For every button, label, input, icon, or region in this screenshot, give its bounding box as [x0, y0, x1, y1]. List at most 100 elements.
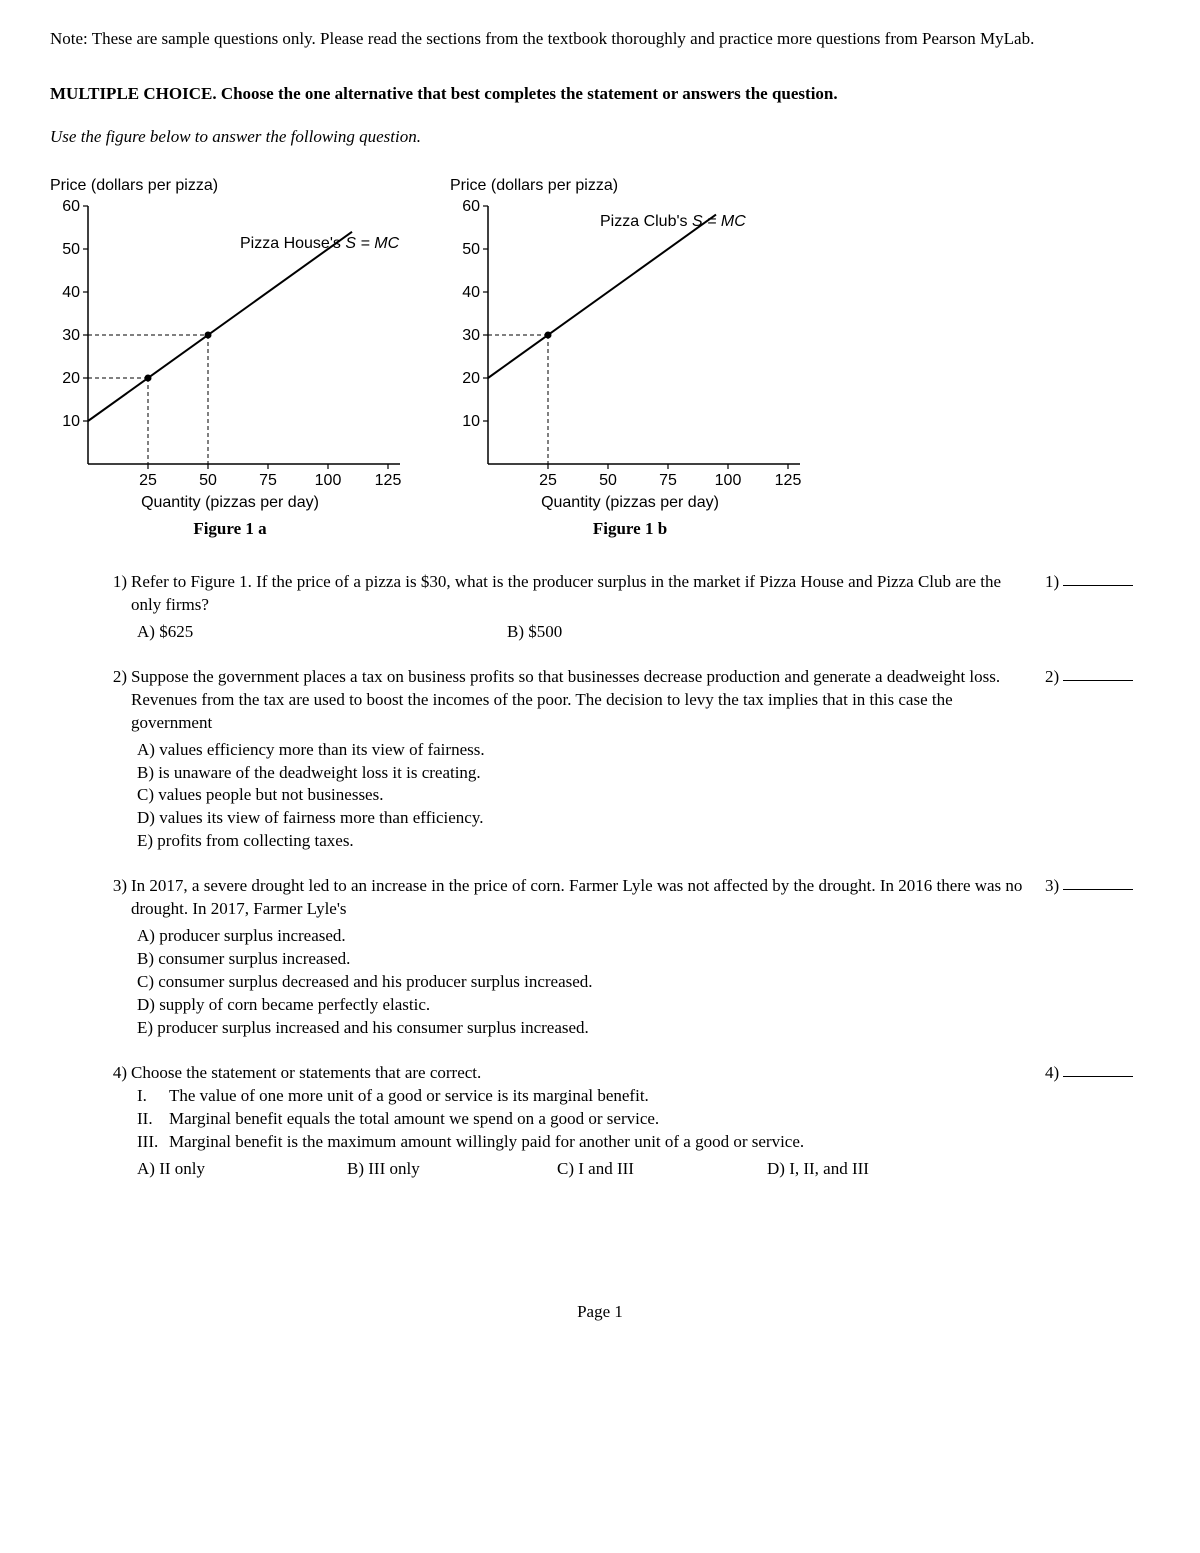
- option: A) II only: [137, 1158, 347, 1181]
- svg-text:Pizza Club's S = MC: Pizza Club's S = MC: [600, 213, 746, 230]
- option: E) producer surplus increased and his co…: [105, 1017, 1025, 1040]
- svg-text:100: 100: [315, 472, 342, 489]
- roman-text: The value of one more unit of a good or …: [169, 1085, 649, 1108]
- question-content: 2)Suppose the government places a tax on…: [50, 666, 1025, 854]
- question-block: 4)Choose the statement or statements tha…: [50, 1062, 1150, 1181]
- option: D) values its view of fairness more than…: [105, 807, 1025, 830]
- question-text: 4)Choose the statement or statements tha…: [105, 1062, 1025, 1085]
- answer-number: 1): [1045, 571, 1059, 594]
- option: B) III only: [347, 1158, 557, 1181]
- chart-b-svg: 102030405060255075100125Pizza Club's S =…: [450, 200, 810, 490]
- question-body: Suppose the government places a tax on b…: [131, 666, 1025, 735]
- svg-text:10: 10: [62, 413, 80, 430]
- option: D) I, II, and III: [767, 1158, 977, 1181]
- instruction-text: Use the figure below to answer the follo…: [50, 126, 1150, 149]
- svg-text:75: 75: [259, 472, 277, 489]
- roman-numeral: II.: [137, 1108, 169, 1131]
- question-text: 2)Suppose the government places a tax on…: [105, 666, 1025, 735]
- chart-a-x-label: Quantity (pizzas per day): [50, 492, 410, 514]
- question-text: 1)Refer to Figure 1. If the price of a p…: [105, 571, 1025, 617]
- svg-text:50: 50: [199, 472, 217, 489]
- answer-blank-line: [1063, 889, 1133, 890]
- answer-number: 3): [1045, 875, 1059, 898]
- roman-item: III.Marginal benefit is the maximum amou…: [137, 1131, 1025, 1154]
- svg-text:40: 40: [62, 284, 80, 301]
- roman-item: II.Marginal benefit equals the total amo…: [137, 1108, 1025, 1131]
- roman-list: I.The value of one more unit of a good o…: [105, 1085, 1025, 1154]
- svg-text:20: 20: [462, 370, 480, 387]
- section-header: MULTIPLE CHOICE. Choose the one alternat…: [50, 83, 1150, 106]
- options: A) II onlyB) III onlyC) I and IIID) I, I…: [105, 1158, 1025, 1181]
- answer-blank-line: [1063, 585, 1133, 586]
- option: D) supply of corn became perfectly elast…: [105, 994, 1025, 1017]
- roman-item: I.The value of one more unit of a good o…: [137, 1085, 1025, 1108]
- svg-text:100: 100: [715, 472, 742, 489]
- svg-text:30: 30: [62, 327, 80, 344]
- answer-slot: 2): [1025, 666, 1165, 854]
- answer-blank-line: [1063, 1076, 1133, 1077]
- answer-number: 4): [1045, 1062, 1059, 1085]
- option: E) profits from collecting taxes.: [105, 830, 1025, 853]
- svg-text:50: 50: [599, 472, 617, 489]
- svg-text:20: 20: [62, 370, 80, 387]
- question-body: Choose the statement or statements that …: [131, 1062, 1025, 1085]
- svg-text:60: 60: [462, 200, 480, 215]
- option: B) $500: [507, 621, 562, 644]
- options: A) producer surplus increased.B) consume…: [105, 925, 1025, 1040]
- svg-text:75: 75: [659, 472, 677, 489]
- question-block: 2)Suppose the government places a tax on…: [50, 666, 1150, 854]
- option: A) values efficiency more than its view …: [105, 739, 1025, 762]
- option: C) consumer surplus decreased and his pr…: [105, 971, 1025, 994]
- question-text: 3)In 2017, a severe drought led to an in…: [105, 875, 1025, 921]
- option-row: A) $625B) $500: [105, 621, 1025, 644]
- chart-b-column: Price (dollars per pizza) 10 20 30 40 50 60 25…: [450, 175, 810, 541]
- svg-text:10: 10: [462, 413, 480, 430]
- chart-b-figure-label: Figure 1 b: [450, 518, 810, 541]
- page: Note: These are sample questions only. P…: [0, 0, 1200, 1383]
- svg-text:125: 125: [375, 472, 402, 489]
- questions-container: 1)Refer to Figure 1. If the price of a p…: [50, 571, 1150, 1181]
- svg-text:30: 30: [462, 327, 480, 344]
- question-content: 4)Choose the statement or statements tha…: [50, 1062, 1025, 1181]
- roman-text: Marginal benefit is the maximum amount w…: [169, 1131, 804, 1154]
- option: B) is unaware of the deadweight loss it …: [105, 762, 1025, 785]
- option: B) consumer surplus increased.: [105, 948, 1025, 971]
- roman-numeral: I.: [137, 1085, 169, 1108]
- answer-slot: 4): [1025, 1062, 1165, 1181]
- options: A) values efficiency more than its view …: [105, 739, 1025, 854]
- question-content: 1)Refer to Figure 1. If the price of a p…: [50, 571, 1025, 644]
- chart-b-x-label: Quantity (pizzas per day): [450, 492, 810, 514]
- option: C) values people but not businesses.: [105, 784, 1025, 807]
- svg-text:Pizza House's S = MC: Pizza House's S = MC: [240, 235, 400, 252]
- option: A) producer surplus increased.: [105, 925, 1025, 948]
- charts-row: Price (dollars per pizza) 10 20 30 40 50 60 25…: [50, 175, 1150, 541]
- svg-text:60: 60: [62, 200, 80, 215]
- question-block: 3)In 2017, a severe drought led to an in…: [50, 875, 1150, 1040]
- options: A) $625B) $500: [105, 621, 1025, 644]
- svg-text:25: 25: [539, 472, 557, 489]
- chart-a-column: Price (dollars per pizza) 10203040506025…: [50, 175, 410, 541]
- chart-b-y-label: Price (dollars per pizza): [450, 175, 810, 197]
- answer-slot: 1): [1025, 571, 1165, 644]
- svg-text:50: 50: [62, 241, 80, 258]
- question-number: 2): [105, 666, 127, 735]
- chart-a-figure-label: Figure 1 a: [50, 518, 410, 541]
- svg-text:25: 25: [139, 472, 157, 489]
- question-number: 3): [105, 875, 127, 921]
- question-number: 4): [105, 1062, 127, 1085]
- question-body: Refer to Figure 1. If the price of a piz…: [131, 571, 1025, 617]
- question-number: 1): [105, 571, 127, 617]
- option-row: A) II onlyB) III onlyC) I and IIID) I, I…: [105, 1158, 1025, 1181]
- chart-a-svg: 10 20 30 40 50 60 25 50 75 100 125 Pizza House's S …: [50, 200, 410, 490]
- roman-numeral: III.: [137, 1131, 169, 1154]
- page-footer: Page 1: [50, 1301, 1150, 1324]
- option: C) I and III: [557, 1158, 767, 1181]
- question-body: In 2017, a severe drought led to an incr…: [131, 875, 1025, 921]
- note-text: Note: These are sample questions only. P…: [50, 28, 1150, 51]
- answer-blank-line: [1063, 680, 1133, 681]
- svg-text:125: 125: [775, 472, 802, 489]
- answer-slot: 3): [1025, 875, 1165, 1040]
- svg-text:40: 40: [462, 284, 480, 301]
- question-content: 3)In 2017, a severe drought led to an in…: [50, 875, 1025, 1040]
- roman-text: Marginal benefit equals the total amount…: [169, 1108, 659, 1131]
